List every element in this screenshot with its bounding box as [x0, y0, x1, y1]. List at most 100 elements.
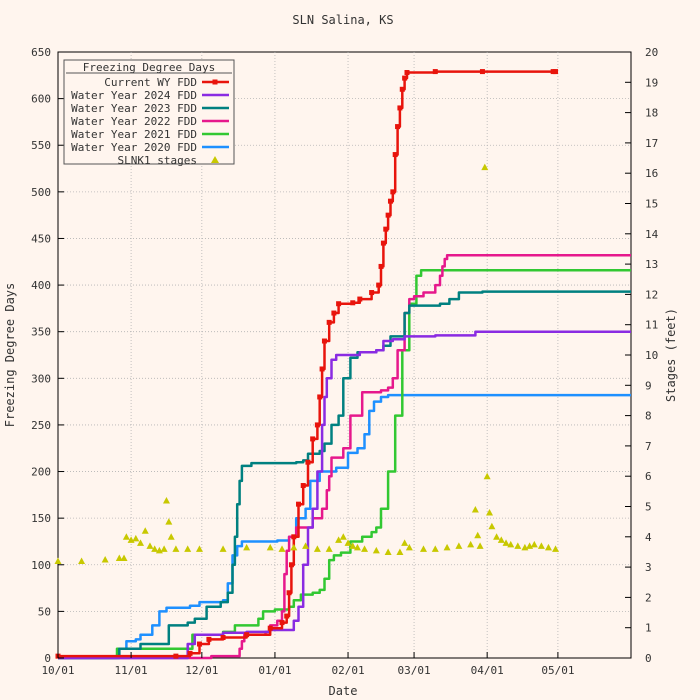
data-point — [284, 613, 290, 619]
data-point — [350, 300, 356, 306]
data-point — [305, 459, 311, 465]
data-point — [404, 70, 410, 76]
stage-point — [481, 163, 489, 171]
stage-point — [101, 556, 109, 563]
stage-point — [349, 542, 357, 549]
y-tick-label: 400 — [31, 279, 51, 292]
data-point — [187, 650, 193, 656]
stage-point — [335, 536, 343, 543]
legend-label: Water Year 2024 FDD — [71, 89, 197, 102]
stage-point — [497, 536, 505, 543]
y-tick-label: 150 — [31, 512, 51, 525]
y2-tick-label: 0 — [645, 652, 652, 665]
series-layer — [54, 69, 631, 660]
data-point — [314, 422, 320, 428]
stage-point — [502, 539, 510, 546]
x-tick-label: 02/01 — [331, 664, 364, 677]
x-tick-label: 04/01 — [471, 664, 504, 677]
data-point — [376, 282, 382, 288]
y-tick-label: 250 — [31, 419, 51, 432]
data-point — [291, 534, 297, 540]
legend-swatch — [211, 156, 219, 163]
x-tick-label: 12/01 — [185, 664, 218, 677]
data-point — [220, 634, 226, 640]
series-line — [58, 393, 631, 660]
stage-point — [405, 543, 413, 551]
legend-label: Water Year 2021 FDD — [71, 128, 197, 141]
x-tick-label: 03/01 — [397, 664, 430, 677]
data-point — [206, 636, 212, 642]
stage-point — [167, 533, 175, 540]
stage-point — [141, 527, 149, 534]
y-tick-label: 650 — [31, 46, 51, 59]
data-point — [385, 212, 391, 218]
data-point — [397, 105, 403, 111]
y2-tick-label: 13 — [645, 258, 658, 271]
stage-point — [266, 543, 274, 551]
data-point — [310, 436, 316, 442]
stage-point — [476, 542, 484, 549]
data-point — [331, 310, 337, 316]
stage-point — [471, 506, 479, 513]
y2-tick-label: 6 — [645, 470, 652, 483]
y2-tick-label: 2 — [645, 591, 652, 604]
stage-point — [361, 545, 369, 552]
stage-point — [278, 545, 286, 552]
data-point — [357, 296, 363, 302]
legend-label: SLNK1 stages — [118, 154, 197, 167]
stage-point — [401, 539, 409, 546]
stage-point — [165, 518, 173, 525]
stage-point — [514, 542, 522, 549]
stage-point — [195, 545, 203, 552]
data-point — [296, 501, 302, 507]
stage-point — [474, 531, 482, 539]
stage-point — [372, 546, 380, 554]
legend-label: Water Year 2022 FDD — [71, 115, 197, 128]
legend-label: Current WY FDD — [104, 76, 197, 89]
y-tick-label: 50 — [38, 605, 51, 618]
y-tick-label: 500 — [31, 186, 51, 199]
stage-point — [122, 533, 130, 540]
y2-tick-label: 7 — [645, 440, 652, 453]
stage-point — [184, 545, 192, 552]
data-point — [432, 69, 438, 75]
data-point — [173, 653, 179, 659]
data-point — [267, 625, 273, 631]
data-point — [244, 632, 250, 638]
stage-point — [219, 545, 227, 552]
stage-point — [344, 539, 352, 546]
data-point — [300, 483, 306, 489]
stage-point — [384, 548, 392, 555]
y2-tick-label: 16 — [645, 167, 658, 180]
stage-point — [467, 540, 475, 548]
y2-tick-label: 10 — [645, 349, 658, 362]
stage-point — [313, 545, 321, 552]
stage-point — [455, 542, 463, 549]
legend-label: Water Year 2023 FDD — [71, 102, 197, 115]
stage-point — [325, 545, 333, 552]
stage-point — [146, 542, 154, 549]
stage-point — [78, 557, 86, 565]
x-axis-label: Date — [329, 684, 358, 698]
data-point — [479, 69, 485, 75]
y2-tick-label: 4 — [645, 531, 652, 544]
y2-tick-label: 9 — [645, 379, 652, 392]
data-point — [317, 394, 323, 400]
y2-tick-label: 5 — [645, 501, 652, 514]
chart-title: SLN Salina, KS — [292, 13, 393, 27]
data-point — [279, 620, 285, 626]
data-point — [336, 301, 342, 307]
stage-point — [530, 540, 538, 548]
stage-point — [353, 543, 361, 551]
data-point — [387, 198, 393, 204]
legend-marker — [212, 79, 218, 85]
stage-point — [552, 545, 560, 552]
data-point — [383, 226, 389, 232]
y-tick-label: 100 — [31, 559, 51, 572]
y-tick-label: 300 — [31, 372, 51, 385]
y-tick-label: 200 — [31, 466, 51, 479]
y2-tick-label: 19 — [645, 76, 658, 89]
stage-point — [493, 533, 501, 540]
stage-point — [132, 534, 140, 542]
